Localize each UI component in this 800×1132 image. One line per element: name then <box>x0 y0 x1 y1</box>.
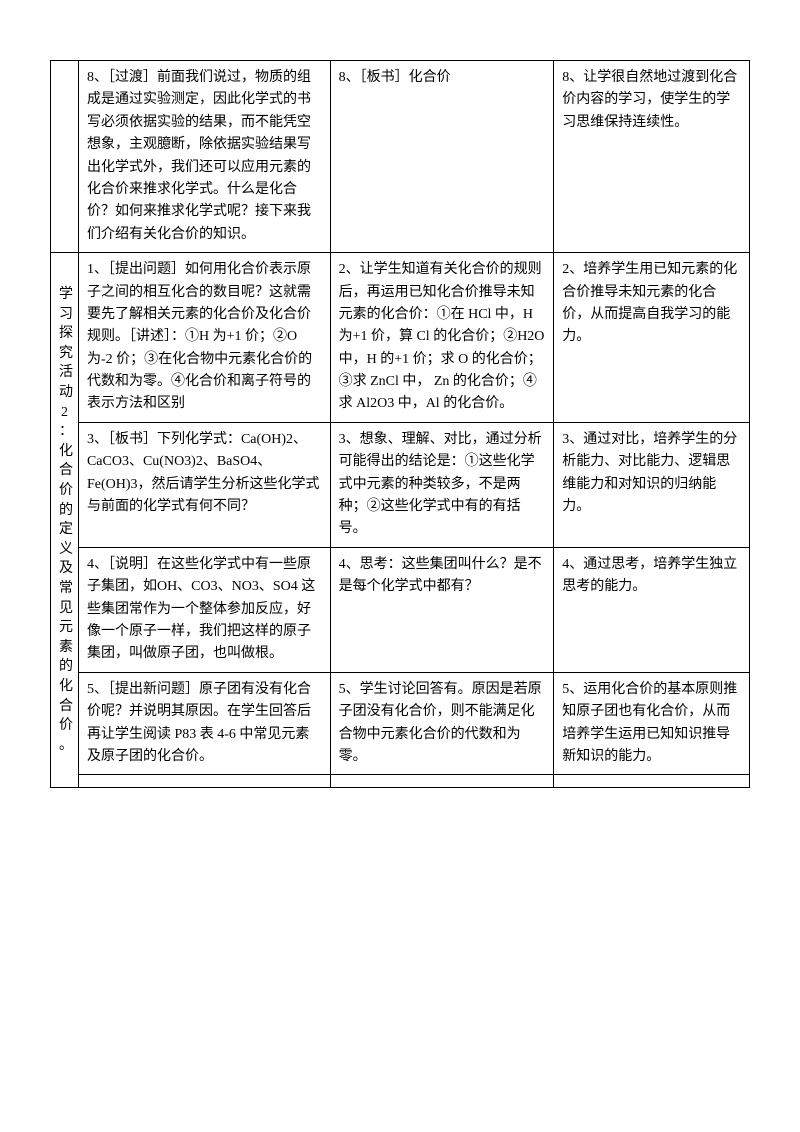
student-activity: 3、想象、理解、对比，通过分析可能得出的结论是：①这些化学式中元素的种类较多，不… <box>330 422 554 547</box>
design-intent: 8、让学很自然地过渡到化合价内容的学习，使学生的学习思维保持连续性。 <box>554 61 750 253</box>
table-row: 学习探究活动2：化合价的定义及常见元素的化合价。 1、［提出问题］如何用化合价表… <box>51 253 750 423</box>
teacher-activity: 1、［提出问题］如何用化合价表示原子之间的相互化合的数目呢？这就需要先了解相关元… <box>78 253 330 423</box>
row-label <box>51 61 79 253</box>
table-row <box>51 775 750 788</box>
table-row: 8、［过渡］前面我们说过，物质的组成是通过实验测定，因此化学式的书写必须依据实验… <box>51 61 750 253</box>
table-row: 4、［说明］在这些化学式中有一些原子集团，如OH、CO3、NO3、SO4 这些集… <box>51 547 750 672</box>
design-intent: 2、培养学生用已知元素的化合价推导未知元素的化合价，从而提高自我学习的能力。 <box>554 253 750 423</box>
student-activity: 5、学生讨论回答有。原因是若原子团没有化合价，则不能满足化合物中元素化合价的代数… <box>330 672 554 775</box>
table-row: 3、［板书］下列化学式：Ca(OH)2、CaCO3、Cu(NO3)2、BaSO4… <box>51 422 750 547</box>
row-label: 学习探究活动2：化合价的定义及常见元素的化合价。 <box>51 253 79 788</box>
design-intent: 5、运用化合价的基本原则推知原子团也有化合价，从而培养学生运用已知知识推导新知识… <box>554 672 750 775</box>
design-intent <box>554 775 750 788</box>
teacher-activity: 3、［板书］下列化学式：Ca(OH)2、CaCO3、Cu(NO3)2、BaSO4… <box>78 422 330 547</box>
table-row: 5、［提出新问题］原子团有没有化合价呢？并说明其原因。在学生回答后再让学生阅读 … <box>51 672 750 775</box>
teacher-activity <box>78 775 330 788</box>
teacher-activity: 5、［提出新问题］原子团有没有化合价呢？并说明其原因。在学生回答后再让学生阅读 … <box>78 672 330 775</box>
teacher-activity: 4、［说明］在这些化学式中有一些原子集团，如OH、CO3、NO3、SO4 这些集… <box>78 547 330 672</box>
lesson-plan-table: 8、［过渡］前面我们说过，物质的组成是通过实验测定，因此化学式的书写必须依据实验… <box>50 60 750 788</box>
design-intent: 3、通过对比，培养学生的分析能力、对比能力、逻辑思维能力和对知识的归纳能力。 <box>554 422 750 547</box>
student-activity: 4、思考：这些集团叫什么？是不是每个化学式中都有？ <box>330 547 554 672</box>
student-activity: 2、让学生知道有关化合价的规则后，再运用已知化合价推导未知元素的化合价：①在 H… <box>330 253 554 423</box>
teacher-activity: 8、［过渡］前面我们说过，物质的组成是通过实验测定，因此化学式的书写必须依据实验… <box>78 61 330 253</box>
student-activity: 8、［板书］化合价 <box>330 61 554 253</box>
student-activity <box>330 775 554 788</box>
design-intent: 4、通过思考，培养学生独立思考的能力。 <box>554 547 750 672</box>
